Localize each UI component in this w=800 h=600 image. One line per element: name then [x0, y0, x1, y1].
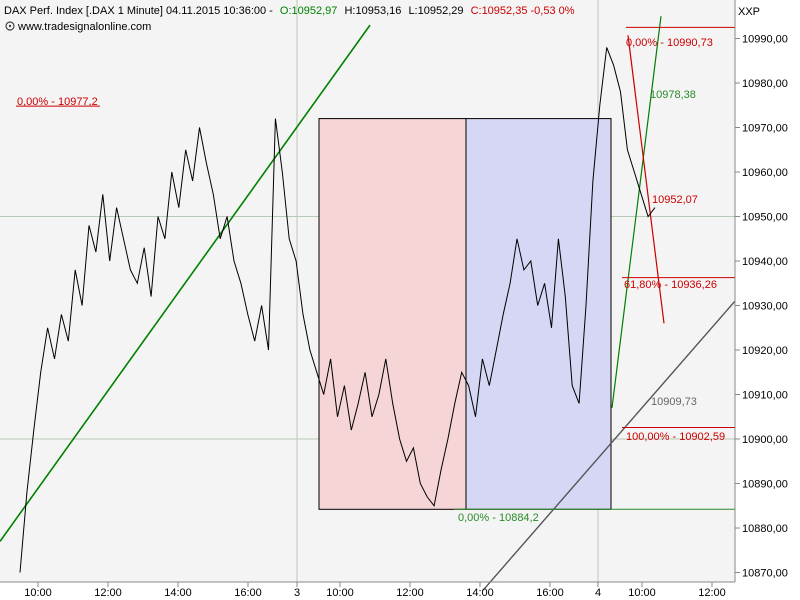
price-tick-label: 10950,00	[742, 212, 788, 224]
price-tick-label: 10990,00	[742, 34, 788, 46]
price-tick-label: 10960,00	[742, 167, 788, 179]
price-tick-label: 10930,00	[742, 301, 788, 313]
svg-text:DAX Perf. Index [.DAX 1 Minut: DAX Perf. Index [.DAX 1 Minute] 04.11.20…	[4, 5, 575, 17]
price-tick-label: 10900,00	[742, 434, 788, 446]
price-tick-label: 10910,00	[742, 390, 788, 402]
price-axis[interactable]: XXP 10870,00 10880,00 10890,00 10900,00 1091…	[734, 0, 788, 582]
low-value: L:10952,29	[408, 5, 463, 17]
annotation-label: 10978,38	[650, 89, 696, 101]
time-tick-label: 14:00	[164, 587, 192, 599]
time-axis[interactable]: 10:00 12:00 14:00 16:00 3 10:00 12:00 14:00 16:0…	[0, 581, 735, 599]
high-value: H:10953,16	[344, 5, 401, 17]
annotation-label: 10909,73	[651, 396, 697, 408]
price-series-line	[19, 47, 656, 573]
time-tick-label: 16:00	[234, 587, 262, 599]
channel-line[interactable]	[482, 300, 736, 591]
price-tick-label: 10890,00	[742, 479, 788, 491]
open-value: O:10952,97	[280, 5, 338, 17]
time-axis-ticks: 10:00 12:00 14:00 16:00 3 10:00 12:00 14:00 16:0…	[24, 582, 726, 599]
price-tick-label: 10870,00	[742, 568, 788, 580]
instrument-info: DAX Perf. Index [.DAX 1 Minute] 04.11.20…	[4, 5, 273, 17]
time-tick-label: 10:00	[24, 587, 52, 599]
price-tick-label: 10980,00	[742, 78, 788, 90]
annotation-label: 0,00% - 10990,73	[626, 37, 713, 49]
price-tick-label: 10880,00	[742, 523, 788, 535]
recovery-zone-box[interactable]	[465, 118, 612, 510]
website-label: www.tradesignalonline.com	[17, 21, 151, 33]
time-tick-label: 10:00	[326, 587, 354, 599]
annotation-labels: 0,00% - 10977,2 0,00% - 10990,73 10978,38 1…	[17, 37, 725, 524]
annotation-label: 10952,07	[652, 194, 698, 206]
time-tick-label: 10:00	[628, 587, 656, 599]
analysis-zones	[318, 118, 612, 510]
uptrend-line[interactable]	[0, 24, 371, 542]
logo-icon	[5, 21, 15, 31]
time-tick-label: 12:00	[94, 587, 122, 599]
steep-uptrend-line[interactable]	[611, 16, 662, 408]
price-tick-label: 10920,00	[742, 345, 788, 357]
price-tick-label: 10970,00	[742, 123, 788, 135]
time-tick-label: 4	[595, 587, 601, 599]
annotation-label: 0,00% - 10977,2	[17, 96, 98, 108]
time-tick-label: 16:00	[536, 587, 564, 599]
annotation-label: 100,00% - 10902,59	[626, 431, 725, 443]
decline-zone-box[interactable]	[318, 118, 467, 510]
price-tick-label: 10940,00	[742, 256, 788, 268]
time-tick-label: 14:00	[466, 587, 494, 599]
change-value: C:10952,35 -0,53 0%	[471, 5, 575, 17]
price-axis-unit: XXP	[738, 6, 760, 18]
fibonacci-trend-line[interactable]	[627, 35, 665, 324]
annotation-label: 0,00% - 10884,2	[458, 512, 539, 524]
price-axis-ticks: 10870,00 10880,00 10890,00 10900,00 10910,00…	[735, 34, 788, 580]
time-tick-label: 3	[294, 587, 300, 599]
time-tick-label: 12:00	[396, 587, 424, 599]
annotation-label: 61,80% - 10936,26	[624, 279, 717, 291]
time-tick-label: 12:00	[698, 587, 726, 599]
drawing-tools[interactable]	[0, 16, 736, 591]
chart-header: DAX Perf. Index [.DAX 1 Minute] 04.11.20…	[4, 5, 575, 33]
